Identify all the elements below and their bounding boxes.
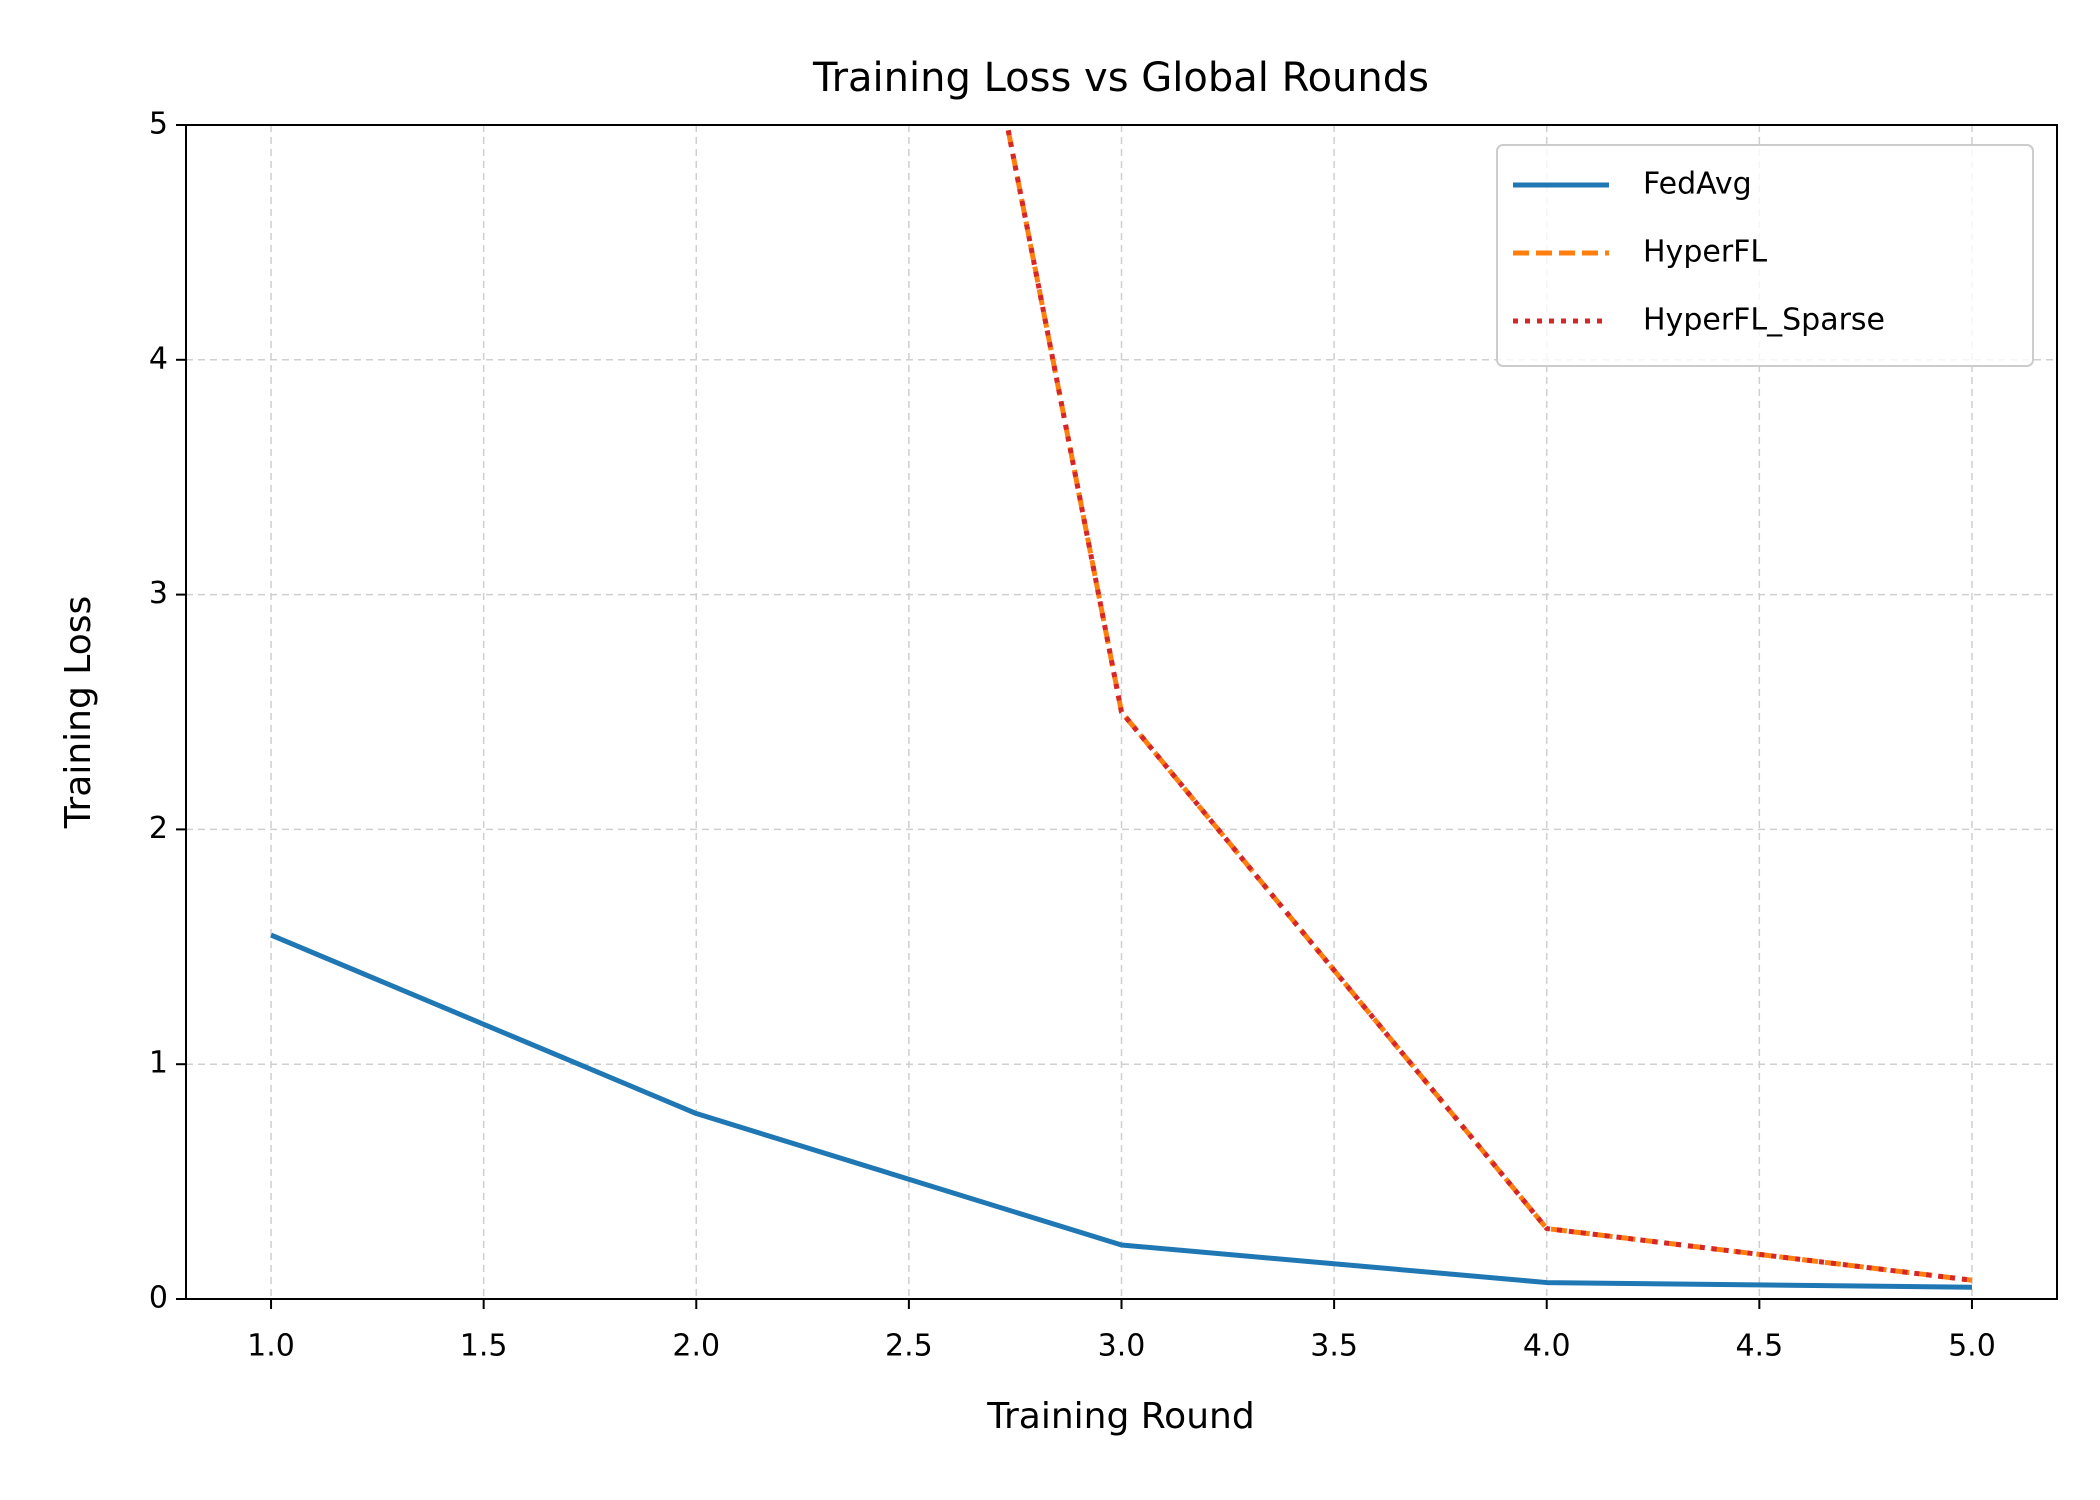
legend-box (1496, 144, 2034, 367)
y-tick-label: 2 (149, 811, 168, 846)
x-tick-label: 4.0 (1523, 1329, 1571, 1364)
y-tick-label: 3 (149, 576, 168, 611)
y-axis-title: Training Loss (58, 596, 99, 829)
x-tick-label: 2.5 (885, 1329, 933, 1364)
y-tick-label: 1 (149, 1046, 168, 1081)
data-line (1004, 125, 1973, 1283)
x-tick-label: 1.0 (247, 1329, 295, 1364)
legend-label: HyperFL (1643, 235, 1767, 270)
x-axis-title: Training Round (986, 1396, 1254, 1437)
chart-title: Training Loss vs Global Rounds (812, 55, 1429, 101)
plot-lines (270, 125, 1973, 1290)
x-tick-label: 5.0 (1948, 1329, 1996, 1364)
data-line (270, 932, 1972, 1290)
y-tick-label: 4 (149, 341, 168, 376)
y-tick-label: 0 (149, 1281, 168, 1316)
x-tick-label: 4.5 (1735, 1329, 1783, 1364)
x-tick-label: 2.0 (672, 1329, 720, 1364)
y-tick-label: 5 (149, 107, 168, 142)
legend-label: FedAvg (1643, 167, 1752, 202)
legend: FedAvg HyperFL HyperFL_Sparse (1496, 144, 2034, 367)
x-tick-label: 1.5 (460, 1329, 508, 1364)
legend-label: HyperFL_Sparse (1643, 303, 1885, 338)
x-tick-label: 3.5 (1310, 1329, 1358, 1364)
x-tick-label: 3.0 (1098, 1329, 1146, 1364)
